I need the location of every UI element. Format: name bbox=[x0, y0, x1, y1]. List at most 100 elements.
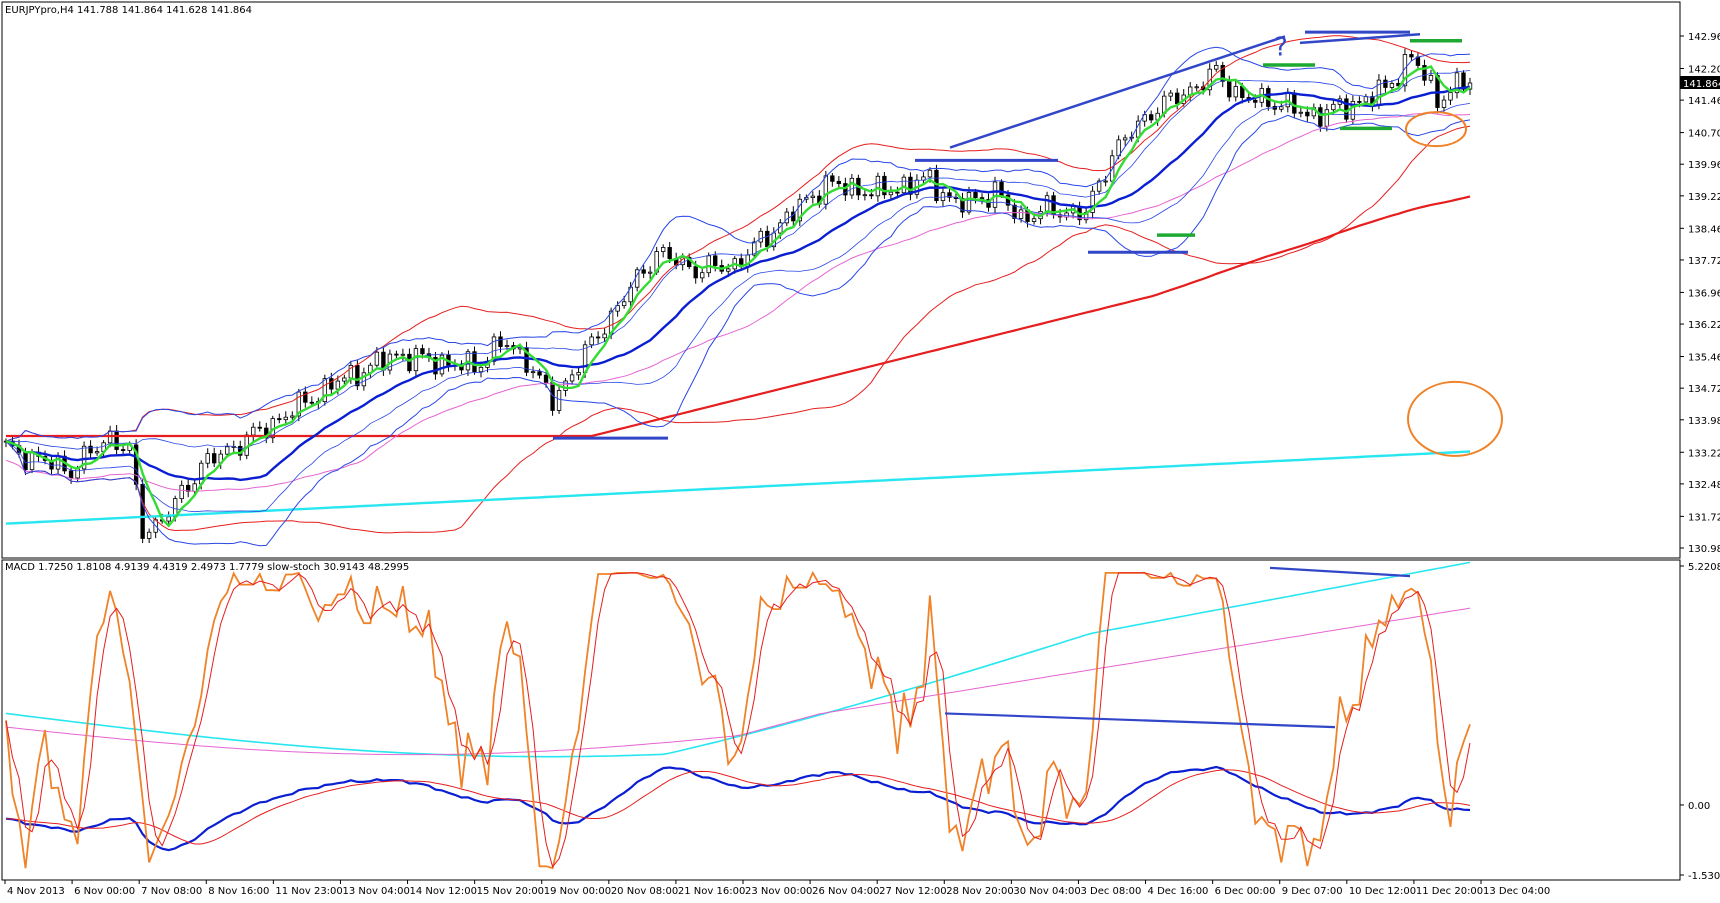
bear-candle bbox=[1344, 98, 1349, 120]
time-tick-label: 7 Nov 08:00 bbox=[141, 886, 202, 897]
indicator-pane-frame bbox=[1, 559, 1681, 881]
bull-candle bbox=[1363, 96, 1369, 103]
bear-candle bbox=[1461, 72, 1466, 90]
time-tick-label: 4 Dec 16:00 bbox=[1148, 886, 1209, 897]
bear-candle bbox=[973, 192, 978, 199]
bear-candle bbox=[693, 266, 698, 279]
price-tick-label: 133.220 bbox=[1688, 448, 1720, 459]
orange-circle-top bbox=[1405, 111, 1467, 148]
bull-candle bbox=[1122, 137, 1128, 141]
bull-candle bbox=[1331, 103, 1336, 111]
bull-candle bbox=[1350, 101, 1356, 120]
bear-candle bbox=[433, 357, 438, 375]
bull-candle bbox=[1207, 68, 1212, 91]
bull-candle bbox=[621, 301, 627, 307]
bull-candle bbox=[589, 336, 594, 346]
price-tick-label: 131.720 bbox=[1688, 512, 1720, 523]
bull-candle bbox=[1096, 180, 1102, 192]
time-tick-label: 27 Nov 12:00 bbox=[879, 886, 946, 897]
bollinger-upper bbox=[5, 46, 1471, 442]
bear-candle bbox=[667, 247, 672, 259]
bull-candle bbox=[374, 351, 380, 366]
drawings: ? bbox=[553, 30, 1503, 457]
bull-candle bbox=[81, 445, 87, 470]
envelope-upper bbox=[5, 35, 1471, 442]
price-tick-label: 141.460 bbox=[1688, 96, 1720, 107]
question-mark: ? bbox=[1274, 33, 1288, 63]
bull-candle bbox=[862, 194, 868, 197]
bull-candle bbox=[1168, 92, 1173, 97]
indicator-cyan-line bbox=[5, 561, 1471, 758]
trendline-up bbox=[949, 35, 1286, 149]
bull-candle bbox=[615, 305, 620, 312]
bull-candle bbox=[1233, 86, 1238, 98]
bear-candle bbox=[843, 183, 848, 196]
bull-candle bbox=[290, 415, 295, 418]
bear-candle bbox=[713, 255, 718, 266]
bear-candle bbox=[309, 401, 314, 404]
time-tick-label: 6 Dec 00:00 bbox=[1215, 886, 1276, 897]
indicator-tick-label: 5.2208 bbox=[1688, 562, 1720, 573]
bollinger-inner-lower bbox=[5, 103, 1471, 513]
bull-candle bbox=[647, 271, 653, 274]
bull-candle bbox=[1279, 106, 1284, 110]
price-tick-label: 133.980 bbox=[1688, 416, 1720, 427]
bull-candle bbox=[563, 380, 568, 391]
bull-candle bbox=[700, 272, 705, 279]
bear-candle bbox=[120, 449, 126, 451]
ma-red-thick bbox=[6, 195, 1471, 438]
bear-candle bbox=[543, 374, 549, 383]
bear-candle bbox=[1253, 99, 1258, 103]
bear-candle bbox=[947, 192, 952, 198]
bear-candle bbox=[329, 378, 334, 390]
bull-candle bbox=[901, 176, 907, 194]
bear-candle bbox=[1148, 114, 1154, 121]
bear-candle bbox=[641, 269, 646, 274]
price-pane-frame bbox=[1, 1, 1681, 559]
bull-candle bbox=[726, 268, 731, 272]
price-tick-label: 138.460 bbox=[1688, 224, 1720, 235]
bear-candle bbox=[1292, 92, 1297, 114]
time-tick-label: 10 Dec 12:00 bbox=[1349, 886, 1416, 897]
time-tick-label: 15 Nov 20:00 bbox=[477, 886, 544, 897]
price-tick-label: 142.200 bbox=[1688, 64, 1720, 75]
bear-candle bbox=[394, 353, 399, 356]
bull-candle bbox=[602, 333, 607, 339]
bull-candle bbox=[530, 371, 536, 374]
orange-circle-bottom bbox=[1407, 380, 1503, 457]
bull-candle bbox=[322, 378, 328, 403]
bull-candle bbox=[342, 377, 347, 382]
bear-candle bbox=[1357, 101, 1362, 103]
time-tick-label: 11 Nov 23:00 bbox=[275, 886, 342, 897]
bear-candle bbox=[882, 175, 887, 196]
price-pane[interactable]: ? bbox=[3, 30, 1503, 547]
bull-candle bbox=[361, 372, 367, 387]
bear-candle bbox=[257, 426, 262, 429]
time-tick-label: 30 Nov 04:00 bbox=[1013, 886, 1080, 897]
time-tick-label: 11 Dec 20:00 bbox=[1416, 886, 1483, 897]
macd-signal-line bbox=[5, 769, 1471, 845]
macd-main-line bbox=[5, 765, 1471, 852]
bull-candle bbox=[569, 374, 575, 382]
bollinger-lower bbox=[5, 114, 1471, 547]
bear-candle bbox=[1012, 204, 1017, 219]
bull-candle bbox=[94, 451, 100, 454]
time-tick-label: 9 Dec 07:00 bbox=[1282, 886, 1343, 897]
bear-candle bbox=[498, 336, 503, 347]
bull-candle bbox=[875, 175, 881, 197]
price-tick-label: 132.480 bbox=[1688, 480, 1720, 491]
bull-candle bbox=[1298, 111, 1304, 114]
price-pane-title: EURJPYpro,H4 141.788 141.864 141.628 141… bbox=[5, 5, 252, 16]
bull-candle bbox=[1441, 99, 1447, 108]
bull-candle bbox=[400, 353, 406, 356]
bear-candle bbox=[1383, 79, 1388, 88]
bull-candle bbox=[1428, 75, 1434, 81]
bull-candle bbox=[1448, 92, 1453, 101]
macd-stoch-pane[interactable] bbox=[5, 561, 1471, 870]
slow-stoch-d bbox=[5, 572, 1471, 868]
bear-candle bbox=[407, 353, 412, 372]
bull-candle bbox=[491, 336, 497, 362]
bear-candle bbox=[830, 175, 835, 182]
